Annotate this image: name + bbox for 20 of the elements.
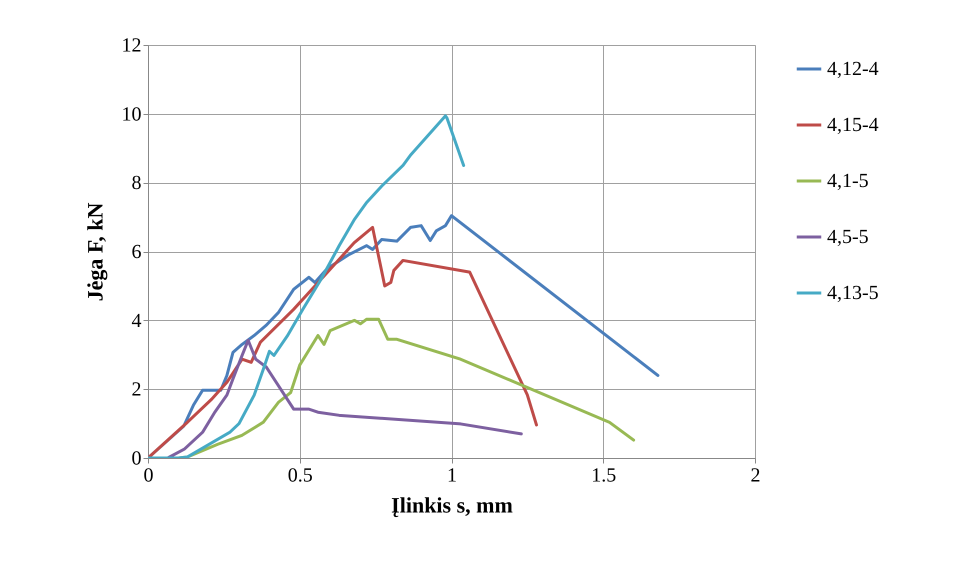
x-tick-label: 0.5 (288, 464, 313, 486)
legend-label: 4,5-5 (827, 226, 869, 248)
y-tick-label: 8 (132, 172, 142, 194)
y-tick-label: 12 (122, 34, 142, 56)
legend-label: 4,15-4 (827, 114, 879, 136)
y-tick-label: 2 (132, 378, 142, 401)
y-tick-label: 6 (132, 241, 142, 263)
y-tick-label: 10 (122, 103, 142, 126)
y-tick-label: 4 (132, 310, 142, 332)
legend-label: 4,12-4 (827, 58, 879, 80)
y-axis-title: Jėga F, kN (82, 202, 108, 302)
x-axis-title: Įlinkis s, mm (391, 492, 513, 518)
x-tick-label: 1.5 (591, 464, 616, 486)
legend-label: 4,13-5 (827, 282, 879, 304)
line-series (148, 226, 538, 458)
line-series (148, 114, 466, 458)
x-tick-label: 1 (447, 464, 457, 486)
x-tick-label: 2 (750, 464, 760, 486)
y-tick-label: 0 (132, 448, 142, 470)
legend-label: 4,1-5 (827, 170, 869, 192)
